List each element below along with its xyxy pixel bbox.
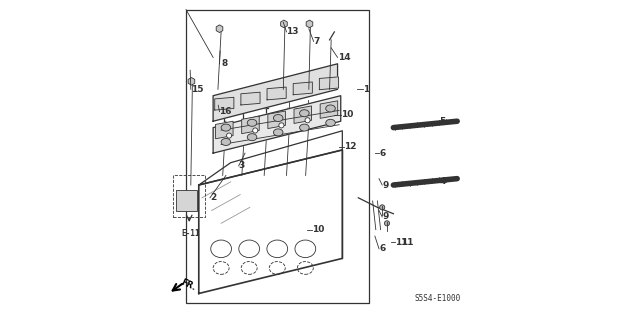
Text: 9: 9: [382, 181, 388, 189]
Text: 6: 6: [379, 149, 385, 158]
Ellipse shape: [247, 119, 257, 126]
Text: S5S4-E1000: S5S4-E1000: [415, 294, 461, 303]
Polygon shape: [213, 96, 340, 153]
Ellipse shape: [300, 110, 309, 117]
Text: 3: 3: [239, 161, 245, 170]
Circle shape: [385, 221, 390, 226]
Ellipse shape: [273, 129, 283, 136]
Text: 11: 11: [401, 238, 414, 247]
Polygon shape: [294, 106, 312, 123]
Text: 7: 7: [314, 37, 320, 46]
Ellipse shape: [221, 138, 230, 145]
Ellipse shape: [326, 119, 335, 126]
Text: 16: 16: [220, 107, 232, 116]
Ellipse shape: [221, 124, 230, 131]
Polygon shape: [215, 97, 234, 110]
Ellipse shape: [326, 105, 335, 112]
Text: FR.: FR.: [179, 278, 197, 293]
Circle shape: [253, 128, 258, 133]
Text: 6: 6: [379, 244, 385, 253]
Text: 1: 1: [363, 85, 369, 94]
Circle shape: [227, 133, 232, 138]
Polygon shape: [267, 87, 286, 100]
Text: 2: 2: [210, 193, 216, 202]
Circle shape: [279, 123, 284, 128]
Text: 8: 8: [221, 59, 227, 68]
Text: 5: 5: [440, 117, 446, 126]
Ellipse shape: [300, 124, 309, 131]
Polygon shape: [320, 101, 338, 118]
Polygon shape: [268, 111, 285, 129]
Polygon shape: [293, 82, 312, 95]
Text: 12: 12: [344, 142, 356, 151]
Polygon shape: [241, 92, 260, 105]
Ellipse shape: [247, 134, 257, 141]
Text: 14: 14: [337, 53, 350, 62]
Text: 10: 10: [312, 225, 324, 234]
Circle shape: [305, 118, 310, 123]
Polygon shape: [216, 121, 233, 139]
Polygon shape: [319, 77, 339, 90]
Text: 4: 4: [440, 177, 446, 186]
Polygon shape: [213, 64, 337, 121]
FancyBboxPatch shape: [177, 190, 197, 211]
Ellipse shape: [273, 115, 283, 122]
Text: E-11: E-11: [181, 229, 200, 238]
Text: 11: 11: [395, 238, 408, 247]
Polygon shape: [242, 116, 259, 134]
Circle shape: [380, 205, 385, 210]
Text: 9: 9: [382, 212, 388, 221]
Text: 10: 10: [340, 110, 353, 119]
Text: 13: 13: [287, 27, 299, 36]
Text: 15: 15: [191, 85, 204, 94]
